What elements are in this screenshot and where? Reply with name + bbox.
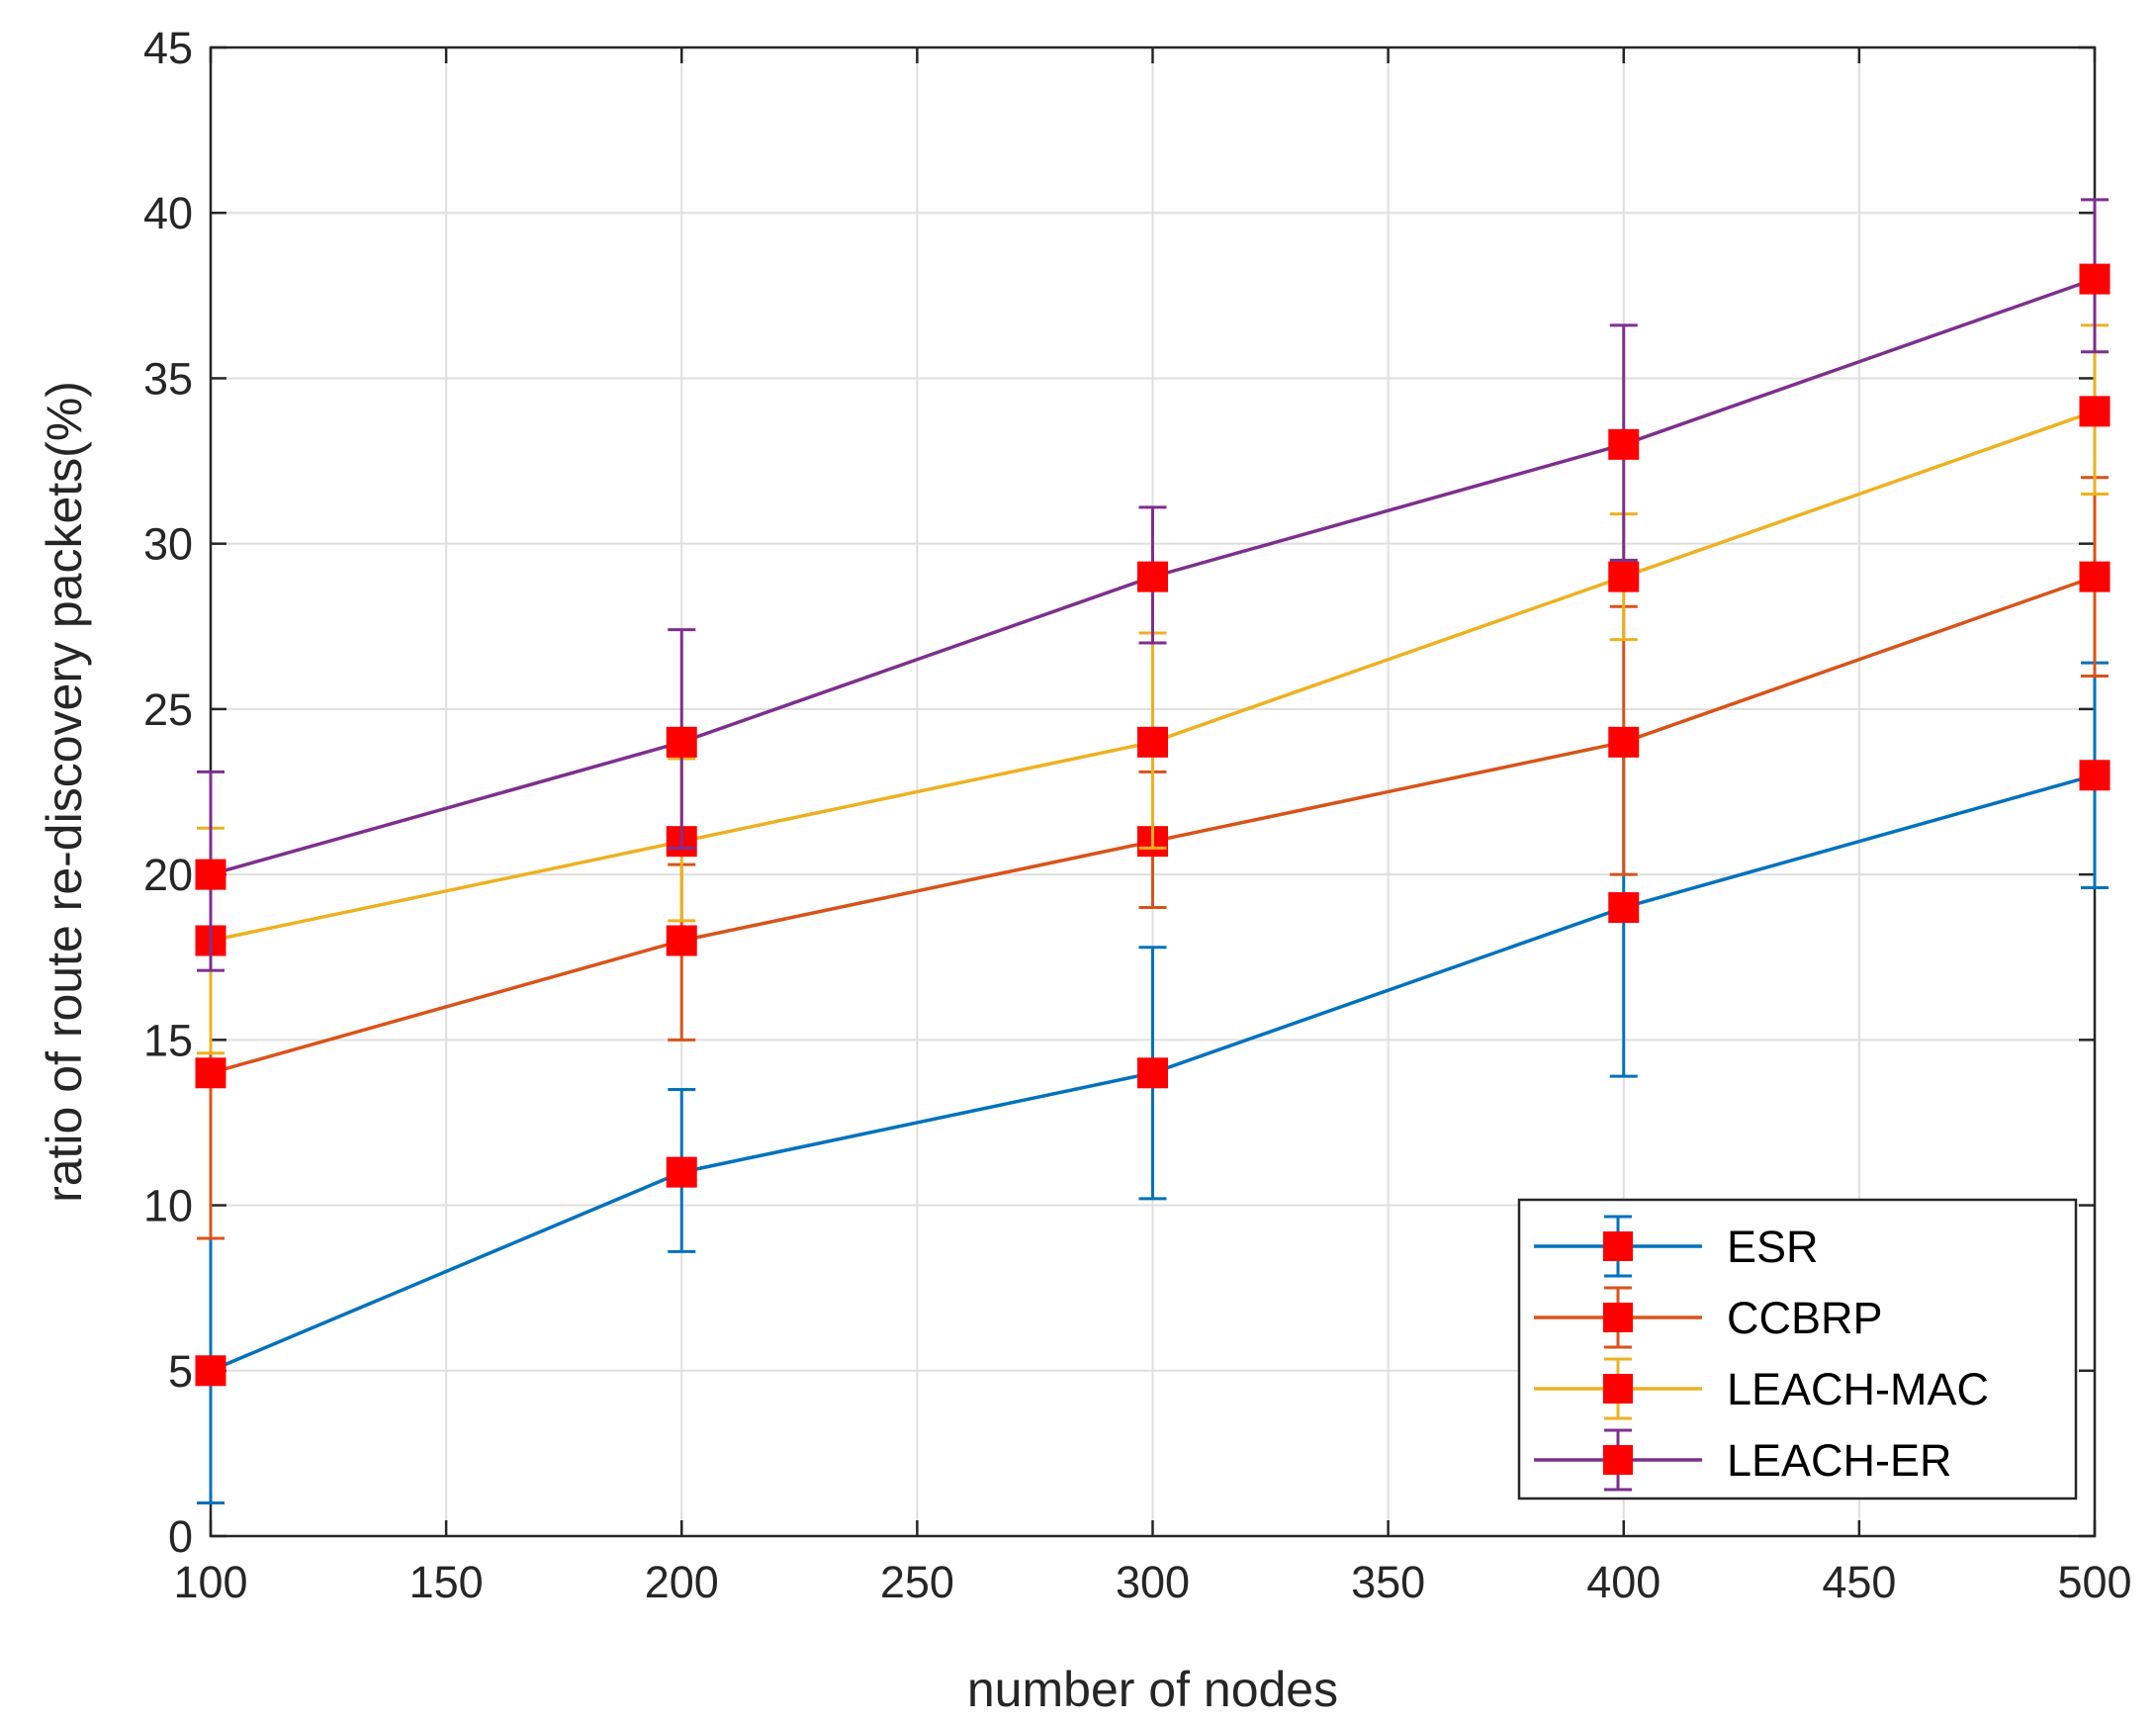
x-tick-label: 500 xyxy=(2057,1557,2131,1607)
series xyxy=(195,198,2111,1505)
y-tick-label: 5 xyxy=(168,1346,193,1397)
y-tick-label: 20 xyxy=(143,850,193,900)
data-point-marker xyxy=(1137,726,1168,758)
legend-swatch-marker xyxy=(1603,1374,1633,1404)
data-point-marker xyxy=(2079,760,2111,791)
y-axis-label: ratio of route re-discovery packets(%) xyxy=(37,381,92,1203)
x-tick-label: 400 xyxy=(1586,1557,1661,1607)
legend-item-leach-er: LEACH-ER xyxy=(1534,1428,1952,1492)
y-tick-label: 10 xyxy=(143,1181,193,1231)
legend: ESR CCBRP LEACH-MAC LEACH-ER xyxy=(1517,1198,2078,1500)
x-axis-label: number of nodes xyxy=(967,1662,1338,1717)
legend-item-leach-mac: LEACH-MAC xyxy=(1534,1357,1989,1420)
data-point-marker xyxy=(1608,561,1640,592)
x-tick-label: 250 xyxy=(880,1557,954,1607)
legend-item-ccbrp: CCBRP xyxy=(1534,1286,1883,1349)
x-tick-label: 350 xyxy=(1351,1557,1425,1607)
data-point-marker xyxy=(1608,892,1640,924)
data-point-marker xyxy=(195,1057,226,1089)
y-tick-label: 15 xyxy=(143,1015,193,1065)
data-point-marker xyxy=(1608,726,1640,758)
data-point-marker xyxy=(666,925,697,956)
data-point-marker xyxy=(666,726,697,758)
y-tick-label: 0 xyxy=(168,1511,193,1562)
y-tick-label: 35 xyxy=(143,353,193,404)
x-tick-label: 100 xyxy=(173,1557,247,1607)
legend-label: CCBRP xyxy=(1727,1293,1883,1343)
legend-label: ESR xyxy=(1727,1222,1819,1272)
data-point-marker xyxy=(195,1355,226,1387)
legend-swatch-marker xyxy=(1603,1445,1633,1475)
data-point-marker xyxy=(195,859,226,890)
x-tick-label: 450 xyxy=(1822,1557,1896,1607)
series-esr xyxy=(195,661,2111,1505)
x-tick-label: 200 xyxy=(645,1557,719,1607)
data-point-marker xyxy=(1608,428,1640,460)
x-tick-label: 150 xyxy=(409,1557,484,1607)
series-leach-er xyxy=(195,198,2111,972)
legend-label: LEACH-ER xyxy=(1727,1435,1952,1486)
data-point-marker xyxy=(2079,561,2111,592)
data-point-marker xyxy=(666,1156,697,1188)
legend-label: LEACH-MAC xyxy=(1727,1364,1989,1414)
legend-swatch-marker xyxy=(1603,1231,1633,1261)
series-leach-mac xyxy=(195,323,2111,1055)
y-tick-label: 30 xyxy=(143,519,193,570)
data-point-marker xyxy=(2079,263,2111,295)
x-tick-label: 300 xyxy=(1116,1557,1190,1607)
y-tick-label: 25 xyxy=(143,684,193,735)
data-point-marker xyxy=(1137,561,1168,592)
data-point-marker xyxy=(2079,396,2111,427)
data-point-marker xyxy=(1137,1057,1168,1089)
y-tick-label: 40 xyxy=(143,188,193,238)
legend-swatch-marker xyxy=(1603,1303,1633,1332)
y-tick-label: 45 xyxy=(143,23,193,73)
legend-item-esr: ESR xyxy=(1534,1215,1819,1278)
